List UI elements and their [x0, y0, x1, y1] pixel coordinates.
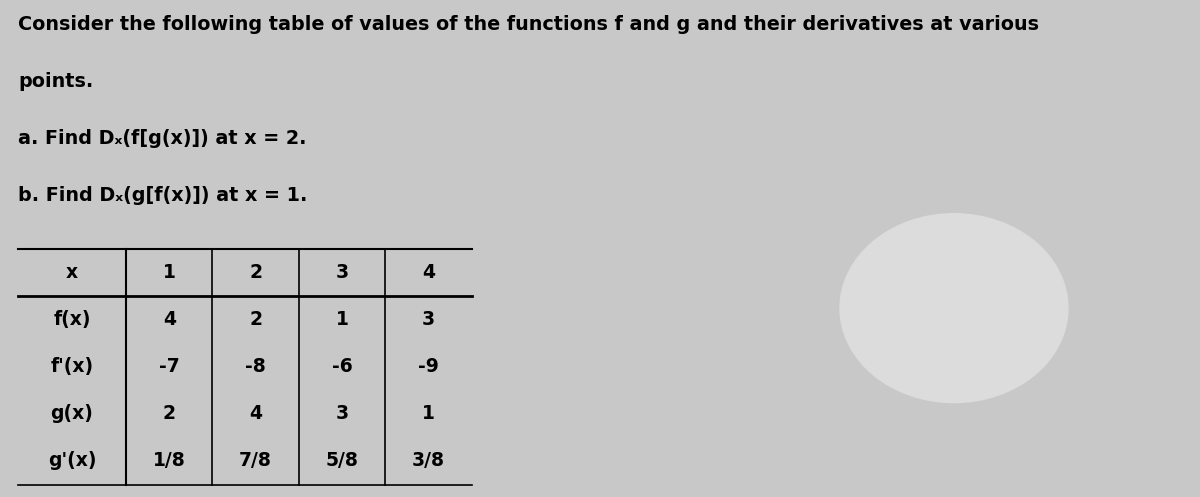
- Text: x: x: [66, 262, 78, 282]
- Text: a. Find Dₓ(f[g(x)]) at x = 2.: a. Find Dₓ(f[g(x)]) at x = 2.: [18, 129, 306, 148]
- Text: 2: 2: [250, 310, 262, 329]
- Text: points.: points.: [18, 72, 94, 91]
- Ellipse shape: [840, 214, 1068, 403]
- Text: g(x): g(x): [50, 404, 94, 423]
- Text: 3: 3: [336, 404, 348, 423]
- Text: 1: 1: [163, 262, 175, 282]
- Text: 4: 4: [422, 262, 434, 282]
- Text: 3: 3: [422, 310, 434, 329]
- Text: -9: -9: [418, 357, 439, 376]
- Text: 2: 2: [163, 404, 175, 423]
- Text: -6: -6: [331, 357, 353, 376]
- Text: 4: 4: [163, 310, 175, 329]
- Text: 3/8: 3/8: [412, 451, 445, 471]
- Text: 5/8: 5/8: [325, 451, 359, 471]
- Text: -8: -8: [245, 357, 266, 376]
- Text: 2: 2: [250, 262, 262, 282]
- Text: f(x): f(x): [53, 310, 91, 329]
- Text: 4: 4: [250, 404, 262, 423]
- Text: 1: 1: [422, 404, 434, 423]
- Text: -7: -7: [158, 357, 180, 376]
- Text: Consider the following table of values of the functions f and g and their deriva: Consider the following table of values o…: [18, 15, 1039, 34]
- Text: f'(x): f'(x): [50, 357, 94, 376]
- Text: g'(x): g'(x): [48, 451, 96, 471]
- Text: 1/8: 1/8: [152, 451, 186, 471]
- Text: b. Find Dₓ(g[f(x)]) at x = 1.: b. Find Dₓ(g[f(x)]) at x = 1.: [18, 186, 307, 205]
- Text: 1: 1: [336, 310, 348, 329]
- Text: 7/8: 7/8: [239, 451, 272, 471]
- Text: 3: 3: [336, 262, 348, 282]
